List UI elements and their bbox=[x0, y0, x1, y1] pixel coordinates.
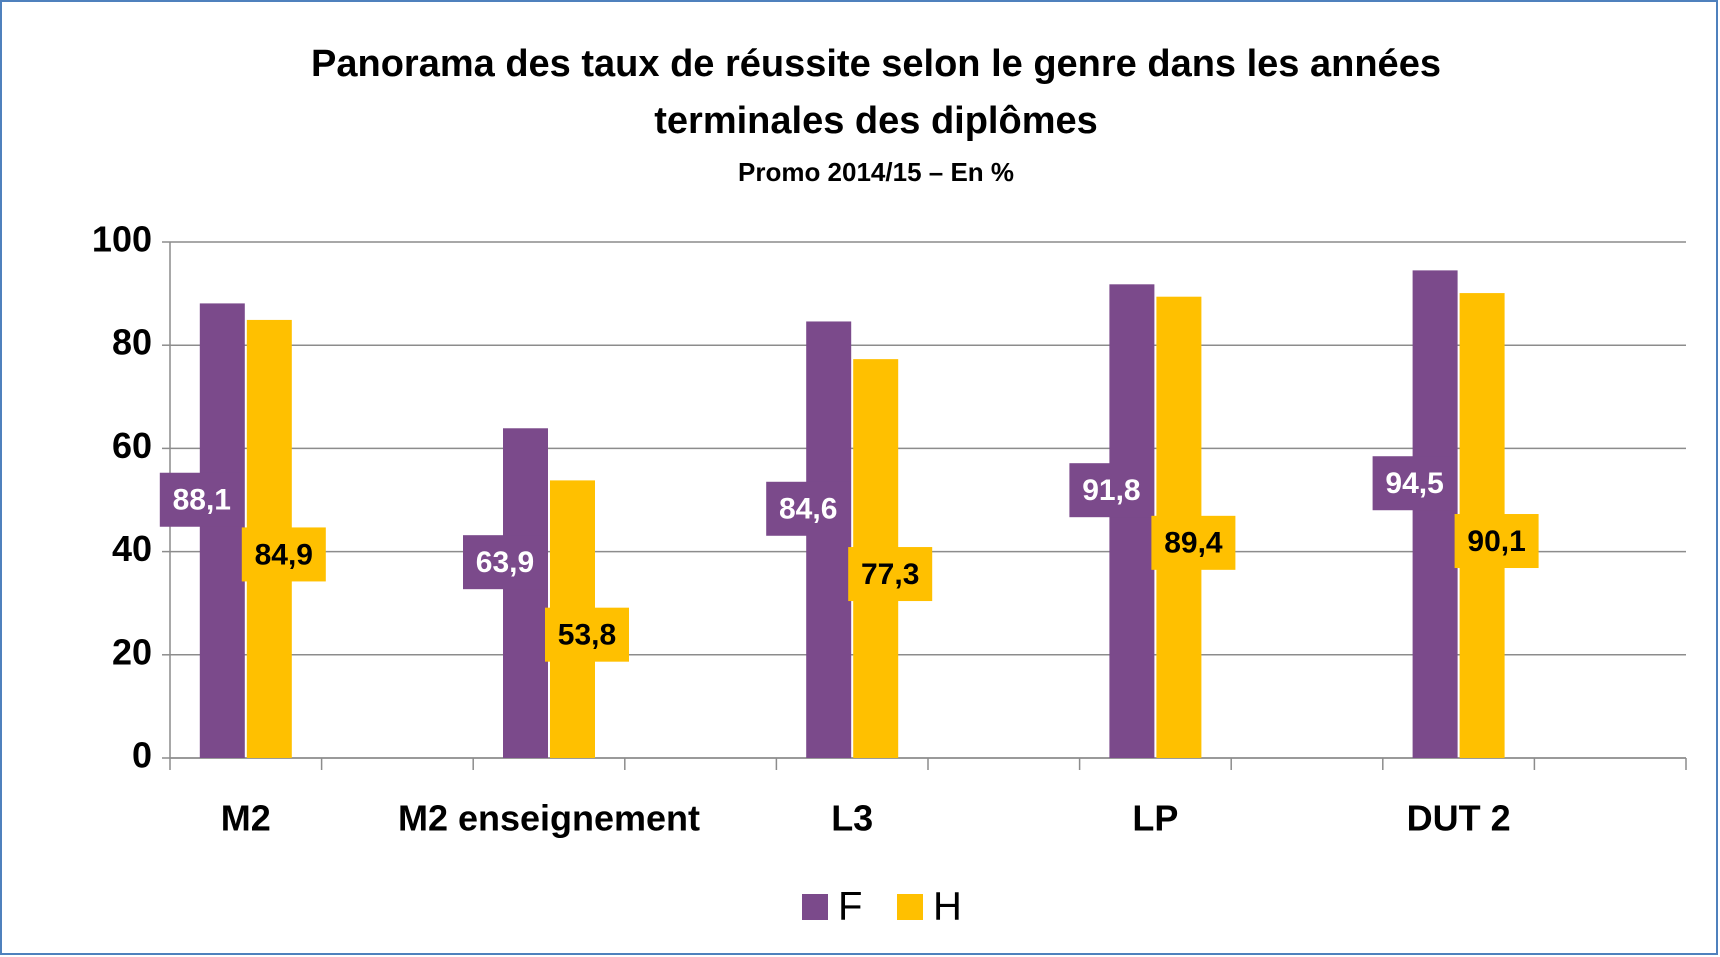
chart-subtitle: Promo 2014/15 – En % bbox=[738, 157, 1014, 187]
bar bbox=[503, 428, 548, 758]
data-label: 84,6 bbox=[779, 493, 837, 526]
bar bbox=[199, 303, 245, 758]
data-label: 88,1 bbox=[173, 484, 231, 517]
data-label-box bbox=[545, 607, 629, 662]
x-tick-label: DUT 2 bbox=[1407, 798, 1511, 839]
y-tick-label: 100 bbox=[92, 219, 152, 260]
y-tick-label: 20 bbox=[112, 631, 152, 672]
x-tick-label: L3 bbox=[831, 798, 873, 839]
bar bbox=[1412, 270, 1458, 758]
y-tick-label: 0 bbox=[132, 735, 152, 776]
chart-title: terminales des diplômes bbox=[654, 100, 1098, 142]
data-label-box bbox=[848, 547, 933, 602]
bar bbox=[806, 321, 852, 758]
data-label-box bbox=[1454, 514, 1539, 569]
x-tick-label: LP bbox=[1132, 798, 1178, 839]
data-label-box bbox=[1372, 456, 1457, 511]
data-label: 53,8 bbox=[558, 619, 616, 652]
y-tick-label: 60 bbox=[112, 425, 152, 466]
bar bbox=[1109, 284, 1155, 758]
data-label-box bbox=[159, 472, 244, 527]
y-tick-label: 40 bbox=[112, 528, 152, 569]
data-label-box bbox=[463, 535, 547, 590]
legend-swatch bbox=[802, 894, 828, 920]
data-label-box bbox=[1151, 515, 1236, 570]
legend-swatch bbox=[897, 894, 923, 920]
data-label: 94,5 bbox=[1385, 467, 1443, 500]
chart-title: Panorama des taux de réussite selon le g… bbox=[311, 43, 1441, 85]
x-tick-label: M2 bbox=[221, 798, 271, 839]
data-label: 89,4 bbox=[1164, 527, 1223, 560]
legend-label: H bbox=[933, 885, 962, 929]
data-label-box bbox=[1069, 463, 1154, 518]
y-tick-label: 80 bbox=[112, 322, 152, 363]
data-label: 91,8 bbox=[1082, 474, 1140, 507]
data-label: 84,9 bbox=[255, 538, 313, 571]
data-label: 90,1 bbox=[1467, 525, 1525, 558]
x-tick-label: M2 enseignement bbox=[398, 798, 700, 839]
legend-label: F bbox=[838, 885, 862, 929]
data-label: 77,3 bbox=[861, 558, 919, 591]
data-label-box bbox=[241, 527, 326, 582]
data-label: 63,9 bbox=[476, 546, 534, 579]
data-label-box bbox=[766, 481, 851, 536]
